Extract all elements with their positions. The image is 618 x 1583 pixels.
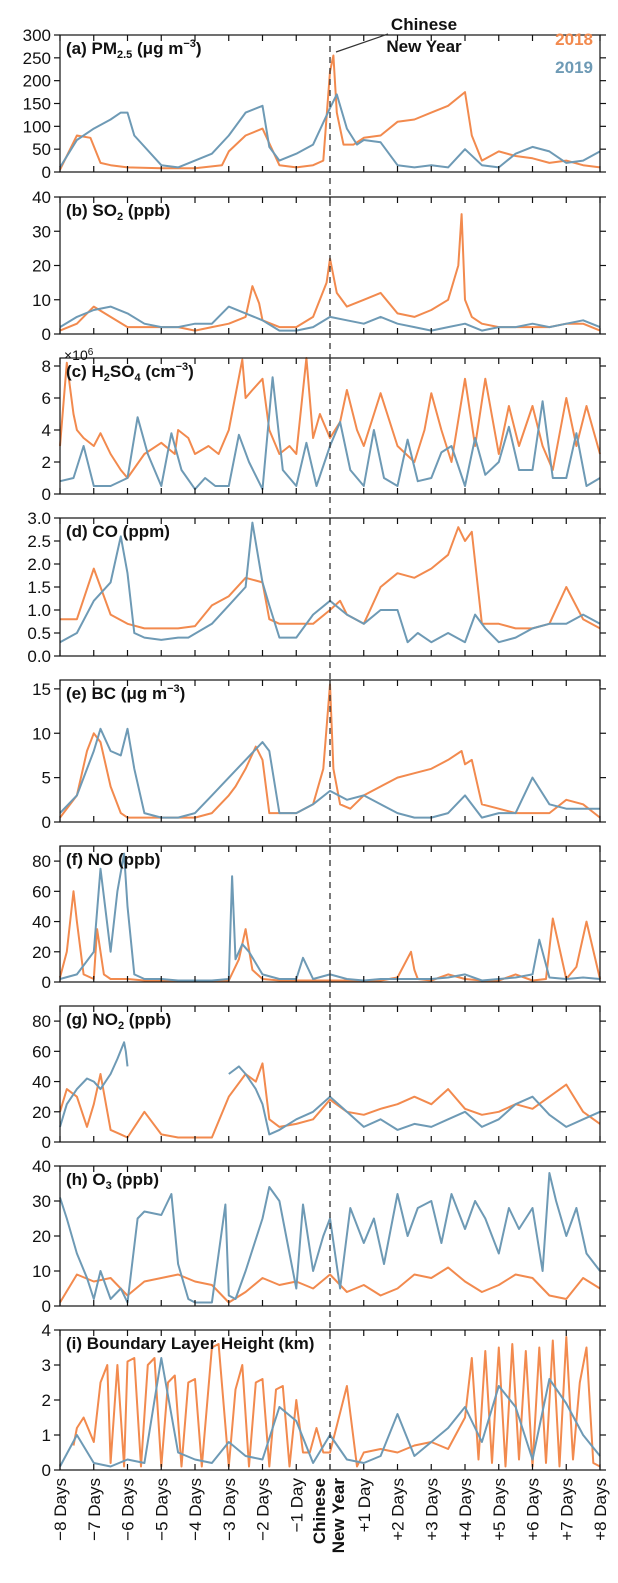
- x-tick-label: −6 Days: [119, 1478, 138, 1541]
- panel-title: (a) PM2.5 (μg m−3): [66, 38, 202, 61]
- panel-1: 0 10 20 30 40 (b) SO2 (ppb): [32, 188, 606, 344]
- y-tick-label: 4: [42, 1321, 51, 1340]
- panel-5: 0 20 40 60 80 (f) NO (ppb): [32, 846, 606, 992]
- y-tick-label: 3.0: [27, 509, 51, 528]
- y-tick-label: 2.0: [27, 555, 51, 574]
- event-label-line1: Chinese: [391, 15, 457, 34]
- y-tick-label: 1.0: [27, 601, 51, 620]
- panel-title: (i) Boundary Layer Height (km): [66, 1334, 314, 1353]
- y-tick-label: 10: [32, 1262, 51, 1281]
- y-tick-label: 0.0: [27, 647, 51, 666]
- x-tick-label: +3 Days: [422, 1478, 441, 1541]
- legend-2019: 2019: [555, 58, 593, 77]
- y-tick-label: 2: [42, 1391, 51, 1410]
- panel-title: (b) SO2 (ppb): [66, 201, 170, 223]
- y-tick-label: 40: [32, 1157, 51, 1176]
- y-tick-label: 20: [32, 257, 51, 276]
- y-tick-label: 100: [23, 117, 51, 136]
- panel-7: 0 10 20 30 40 (h) O3 (ppb): [32, 1157, 606, 1316]
- event-label-line2: New Year: [386, 37, 462, 56]
- y-tick-label: 20: [32, 943, 51, 962]
- y-tick-label: 40: [32, 913, 51, 932]
- x-tick-label: +6 Days: [524, 1478, 543, 1541]
- panel-title: (c) H2SO4 (cm−3): [66, 361, 194, 384]
- x-tick-label: +7 Days: [557, 1478, 576, 1541]
- y-tick-label: 40: [32, 188, 51, 207]
- x-tick-label: −1 Day: [287, 1478, 306, 1533]
- panel-3: 0.0 0.5 1.0 1.5 2.0 2.5 3.0 (d) CO (ppm): [27, 509, 606, 666]
- y-tick-label: 0: [42, 973, 51, 992]
- series-2019-line: [60, 1042, 600, 1134]
- y-tick-label: 20: [32, 1103, 51, 1122]
- y-tick-label: 4: [42, 421, 51, 440]
- y-tick-label: 0: [42, 813, 51, 832]
- y-tick-label: 0: [42, 325, 51, 344]
- panel-8: 0 1 2 3 4 (i) Boundary Layer Height (km): [42, 1321, 606, 1480]
- y-tick-label: 80: [32, 852, 51, 871]
- y-tick-label: 40: [32, 1073, 51, 1092]
- y-tick-label: 60: [32, 1042, 51, 1061]
- legend-2018: 2018: [555, 30, 593, 49]
- y-tick-label: 80: [32, 1012, 51, 1031]
- panel-4: 0 5 10 15 (e) BC (μg m−3): [32, 680, 606, 832]
- x-tick-label: −2 Days: [254, 1478, 273, 1541]
- x-tick-label: +5 Days: [490, 1478, 509, 1541]
- y-tick-label: 50: [32, 140, 51, 159]
- y-tick-label: 1: [42, 1426, 51, 1445]
- y-tick-label: 6: [42, 389, 51, 408]
- y-tick-label: 300: [23, 26, 51, 45]
- x-tick-label-chinese: Chinese: [310, 1478, 329, 1544]
- x-tick-label: +1 Day: [355, 1478, 374, 1533]
- y-tick-label: 1.5: [27, 578, 51, 597]
- panel-title: (d) CO (ppm): [66, 522, 170, 541]
- y-tick-label: 30: [32, 1192, 51, 1211]
- x-tick-label: −5 Days: [152, 1478, 171, 1541]
- y-tick-label: 200: [23, 72, 51, 91]
- x-tick-label: −4 Days: [186, 1478, 205, 1541]
- x-tick-label: +8 Days: [591, 1478, 610, 1541]
- y-tick-label: 2: [42, 453, 51, 472]
- x-tick-label: +2 Days: [389, 1478, 408, 1541]
- y-tick-label: 30: [32, 222, 51, 241]
- y-tick-label: 10: [32, 291, 51, 310]
- y-tick-label: 250: [23, 49, 51, 68]
- y-tick-label: 0: [42, 485, 51, 504]
- series-2018-line: [74, 1337, 601, 1467]
- event-label-pointer: [336, 34, 388, 52]
- panel-title: (e) BC (μg m−3): [66, 683, 185, 703]
- panel-2: 0 2 4 6 8 (c) H2SO4 (cm−3)×106: [42, 347, 606, 504]
- x-tick-label: −8 Days: [51, 1478, 70, 1541]
- y-tick-label: 20: [32, 1227, 51, 1246]
- y-tick-label: 60: [32, 882, 51, 901]
- y-tick-label: 150: [23, 95, 51, 114]
- multiplier-label: ×106: [64, 347, 94, 363]
- y-tick-label: 2.5: [27, 532, 51, 551]
- y-tick-label: 15: [32, 680, 51, 699]
- panel-6: 0 20 40 60 80 (g) NO2 (ppb): [32, 1006, 606, 1152]
- panel-0: 0 50 100 150 200 250 300 (a) PM2.5 (μg m−3): [23, 26, 606, 182]
- y-tick-label: 8: [42, 357, 51, 376]
- y-tick-label: 0: [42, 1461, 51, 1480]
- y-tick-label: 3: [42, 1356, 51, 1375]
- panel-title: (h) O3 (ppb): [66, 1170, 159, 1192]
- y-tick-label: 0: [42, 163, 51, 182]
- panel-title: (f) NO (ppb): [66, 850, 160, 869]
- y-tick-label: 0: [42, 1133, 51, 1152]
- panel-title: (g) NO2 (ppb): [66, 1010, 171, 1032]
- x-tick-label: −3 Days: [220, 1478, 239, 1541]
- y-tick-label: 5: [42, 769, 51, 788]
- y-tick-label: 10: [32, 724, 51, 743]
- x-tick-label-new-year: New Year: [329, 1478, 348, 1554]
- y-tick-label: 0: [42, 1297, 51, 1316]
- x-tick-labels: −8 Days −7 Days −6 Days −5 Days −4 Days −3 Da…: [51, 1478, 610, 1554]
- y-tick-label: 0.5: [27, 624, 51, 643]
- x-tick-label: +4 Days: [456, 1478, 475, 1541]
- x-tick-label: −7 Days: [85, 1478, 104, 1541]
